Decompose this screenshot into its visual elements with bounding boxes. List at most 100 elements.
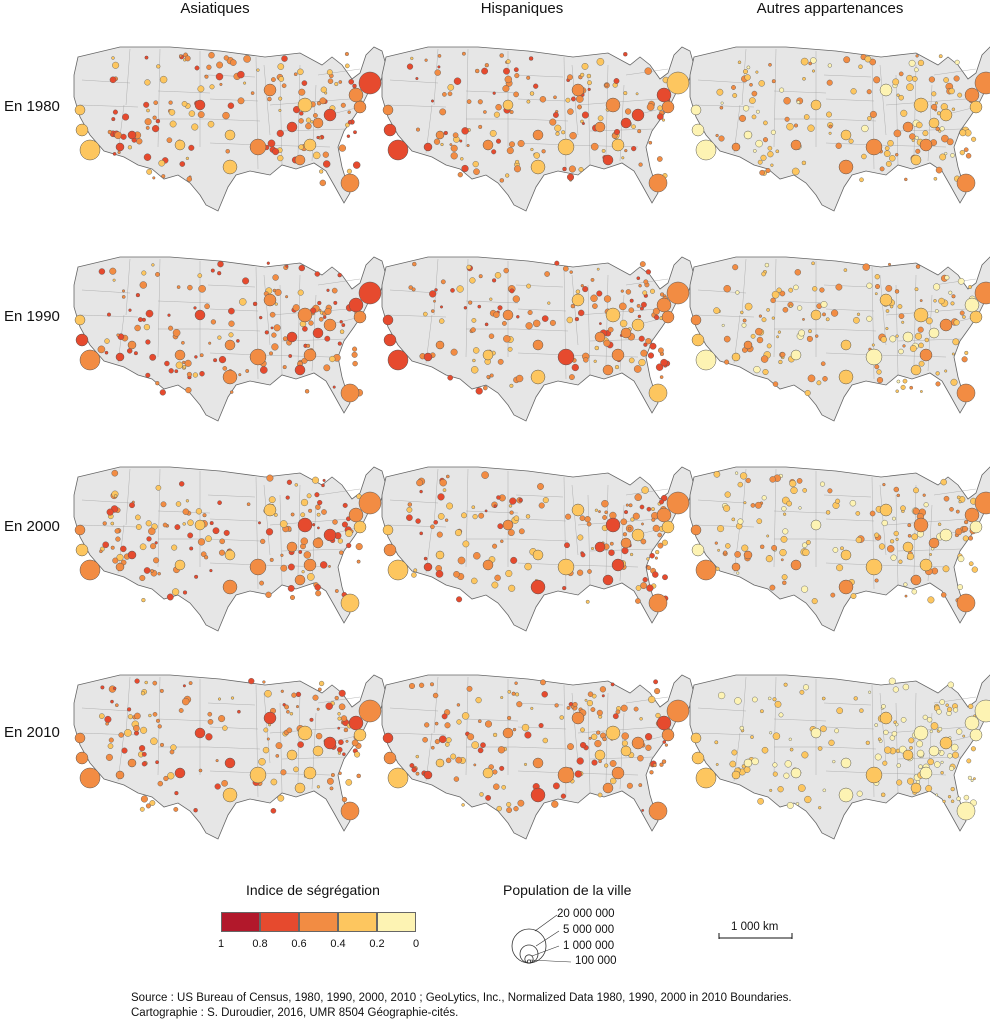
city-circle <box>174 369 179 374</box>
city-circle <box>908 59 916 67</box>
legend-tick: 0.4 <box>330 938 346 950</box>
city-circle <box>808 61 812 66</box>
city-circle <box>128 308 132 312</box>
city-circle <box>155 271 160 277</box>
city-circle <box>387 349 409 371</box>
city-circle <box>907 523 912 528</box>
city-circle <box>646 565 652 571</box>
city-circle <box>969 310 983 324</box>
city-circle <box>149 800 156 806</box>
city-circle <box>224 129 236 141</box>
city-circle <box>199 370 205 377</box>
city-circle <box>767 151 774 158</box>
city-circle <box>818 806 822 810</box>
city-circle <box>280 553 284 557</box>
city-circle <box>938 54 943 59</box>
city-circle <box>319 97 327 105</box>
city-circle <box>801 160 807 166</box>
city-circle <box>289 712 294 716</box>
city-circle <box>952 338 960 346</box>
city-circle <box>763 120 768 126</box>
city-circle <box>557 766 575 784</box>
city-circle <box>607 326 614 333</box>
city-circle <box>866 89 872 95</box>
city-circle <box>343 727 349 733</box>
city-circle <box>456 703 461 707</box>
city-circle <box>941 592 947 598</box>
city-circle <box>297 68 304 75</box>
city-circle <box>297 517 313 533</box>
city-circle <box>439 479 447 487</box>
city-circle <box>903 582 908 587</box>
city-circle <box>788 737 792 741</box>
city-circle <box>194 65 200 71</box>
city-circle <box>338 144 347 152</box>
city-circle <box>495 138 501 144</box>
city-circle <box>322 151 329 158</box>
city-circle <box>153 100 158 105</box>
city-circle <box>648 140 653 145</box>
city-circle <box>789 480 797 488</box>
city-circle <box>538 502 545 509</box>
city-circle <box>210 319 217 325</box>
city-circle <box>902 541 914 553</box>
city-circle <box>662 574 668 581</box>
city-circle <box>312 523 316 527</box>
city-circle <box>717 525 725 533</box>
city-circle <box>939 153 947 161</box>
city-circle <box>755 70 759 74</box>
city-circle <box>198 768 203 773</box>
city-circle <box>415 77 419 81</box>
city-circle <box>656 113 664 120</box>
city-circle <box>779 290 786 297</box>
city-circle <box>653 679 658 685</box>
city-circle <box>219 538 225 545</box>
city-circle <box>594 739 602 748</box>
city-circle <box>194 309 206 321</box>
city-circle <box>542 497 549 504</box>
city-circle <box>435 340 445 350</box>
city-circle <box>656 297 672 313</box>
city-circle <box>135 292 140 298</box>
city-circle <box>578 166 584 172</box>
city-circle <box>278 96 283 101</box>
city-circle <box>889 304 894 309</box>
city-circle <box>294 574 306 586</box>
city-circle <box>928 327 940 339</box>
city-circle <box>416 127 421 132</box>
city-circle <box>790 767 802 779</box>
city-circle <box>501 321 507 326</box>
city-circle <box>656 87 672 103</box>
city-circle <box>915 264 921 269</box>
city-circle <box>950 799 955 804</box>
city-circle <box>776 335 780 339</box>
city-circle <box>861 153 867 160</box>
city-circle <box>440 142 444 147</box>
city-circle <box>238 373 242 377</box>
city-circle <box>840 339 852 351</box>
city-circle <box>625 289 632 295</box>
city-circle <box>493 783 500 790</box>
city-circle <box>559 715 564 720</box>
city-circle <box>900 109 908 117</box>
city-circle <box>509 510 514 515</box>
city-circle <box>898 313 905 319</box>
city-circle <box>353 520 367 534</box>
city-circle <box>484 63 489 68</box>
city-circle <box>289 594 295 600</box>
city-circle <box>152 176 156 180</box>
city-circle <box>832 547 839 553</box>
city-circle <box>638 284 642 288</box>
city-circle <box>115 562 125 572</box>
city-circle <box>215 759 219 763</box>
city-circle <box>159 688 164 693</box>
city-circle <box>523 762 527 766</box>
city-circle <box>112 152 117 156</box>
city-circle <box>935 381 941 387</box>
city-circle <box>502 309 514 321</box>
city-circle <box>453 571 460 578</box>
city-circle <box>758 314 762 318</box>
city-circle <box>780 535 788 543</box>
city-circle <box>323 108 337 122</box>
city-circle <box>440 279 446 285</box>
